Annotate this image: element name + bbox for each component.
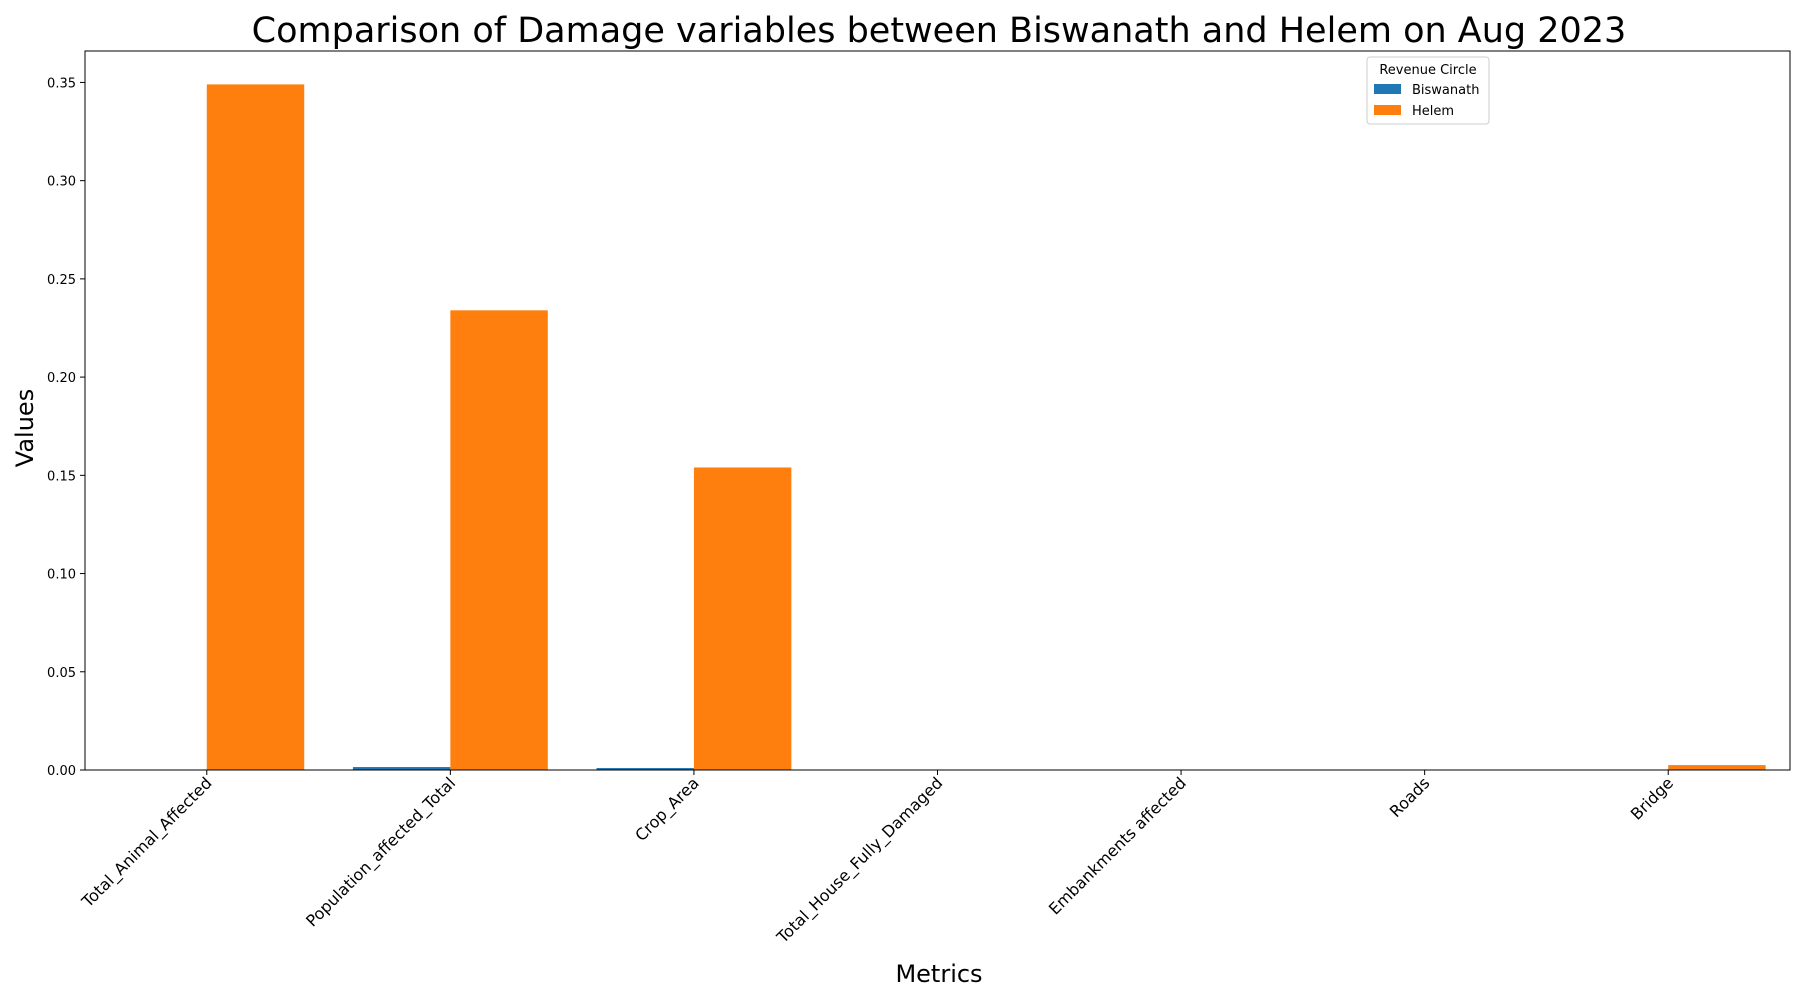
legend-label-helem: Helem (1412, 104, 1454, 119)
bar-biswanath-2 (596, 768, 694, 770)
x-tick-label-3: Total_House_Fully_Damaged (772, 773, 947, 948)
x-tick-label-4: Embankments affected (1045, 773, 1190, 918)
legend-swatch-helem (1374, 105, 1401, 115)
y-tick-label-0: 0.00 (47, 764, 76, 779)
y-axis-title: Values (11, 389, 39, 467)
x-tick-label-1: Population_affected_Total (302, 773, 460, 931)
legend-label-biswanath: Biswanath (1412, 83, 1479, 98)
x-tick-label-0: Total_Animal_Affected (77, 773, 216, 912)
plot-frame (84, 50, 1791, 771)
y-tick-label-7: 0.35 (47, 76, 76, 91)
y-tick-label-2: 0.10 (47, 568, 76, 583)
y-tick-label-6: 0.30 (47, 175, 76, 190)
bar-helem-0 (206, 84, 305, 770)
bar-helem-6 (1668, 765, 1766, 770)
legend: Revenue Circle Biswanath Helem (1366, 56, 1490, 125)
y-tick-label-3: 0.15 (47, 469, 76, 484)
bar-biswanath-1 (352, 767, 451, 770)
x-axis-title: Metrics (895, 960, 982, 988)
y-tick-label-1: 0.05 (47, 666, 76, 681)
y-tick-label-4: 0.20 (47, 371, 76, 386)
x-tick-label-6: Bridge (1627, 773, 1677, 823)
y-tick-label-5: 0.25 (47, 273, 76, 288)
plot-area: 0.00 0.05 0.10 0.15 0.20 0.25 0.30 0.35 Total_An… (47, 50, 1791, 948)
x-tick-label-2: Crop_Area (631, 773, 703, 845)
legend-title: Revenue Circle (1379, 63, 1476, 78)
legend-swatch-biswanath (1374, 84, 1401, 94)
chart-title: Comparison of Damage variables between B… (252, 11, 1627, 51)
x-tick-label-5: Roads (1386, 773, 1434, 821)
bar-helem-2 (693, 467, 792, 770)
bar-helem-1 (450, 310, 548, 770)
